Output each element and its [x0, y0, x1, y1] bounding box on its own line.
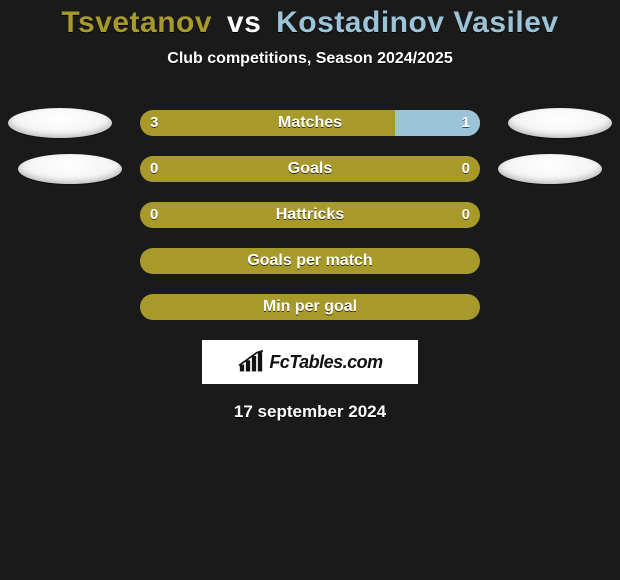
stat-label: Goals per match: [140, 248, 480, 274]
vs-label: vs: [227, 6, 261, 39]
subtitle: Club competitions, Season 2024/2025: [0, 50, 620, 68]
player2-name: Kostadinov Vasilev: [276, 6, 558, 39]
date-label: 17 september 2024: [0, 402, 620, 422]
player1-name: Tsvetanov: [61, 6, 212, 39]
player-oval-left: [18, 154, 122, 184]
bar-chart-icon: [237, 350, 265, 374]
stat-label: Min per goal: [140, 294, 480, 320]
stat-row: 00Hattricks: [0, 202, 620, 228]
player-oval-right: [508, 108, 612, 138]
stat-row: Min per goal: [0, 294, 620, 320]
player-oval-left: [8, 108, 112, 138]
stat-label: Hattricks: [140, 202, 480, 228]
stat-label: Goals: [140, 156, 480, 182]
stat-row: Goals per match: [0, 248, 620, 274]
brand-text: FcTables.com: [269, 352, 382, 373]
stat-row: 00Goals: [0, 156, 620, 182]
brand-badge[interactable]: FcTables.com: [202, 340, 418, 384]
comparison-card: Tsvetanov vs Kostadinov Vasilev Club com…: [0, 0, 620, 422]
stat-label: Matches: [140, 110, 480, 136]
player-oval-right: [498, 154, 602, 184]
stat-row: 31Matches: [0, 110, 620, 136]
stats-rows: 31Matches 00Goals 00Hattricks Goals per mat…: [0, 110, 620, 320]
page-title: Tsvetanov vs Kostadinov Vasilev: [0, 6, 620, 40]
